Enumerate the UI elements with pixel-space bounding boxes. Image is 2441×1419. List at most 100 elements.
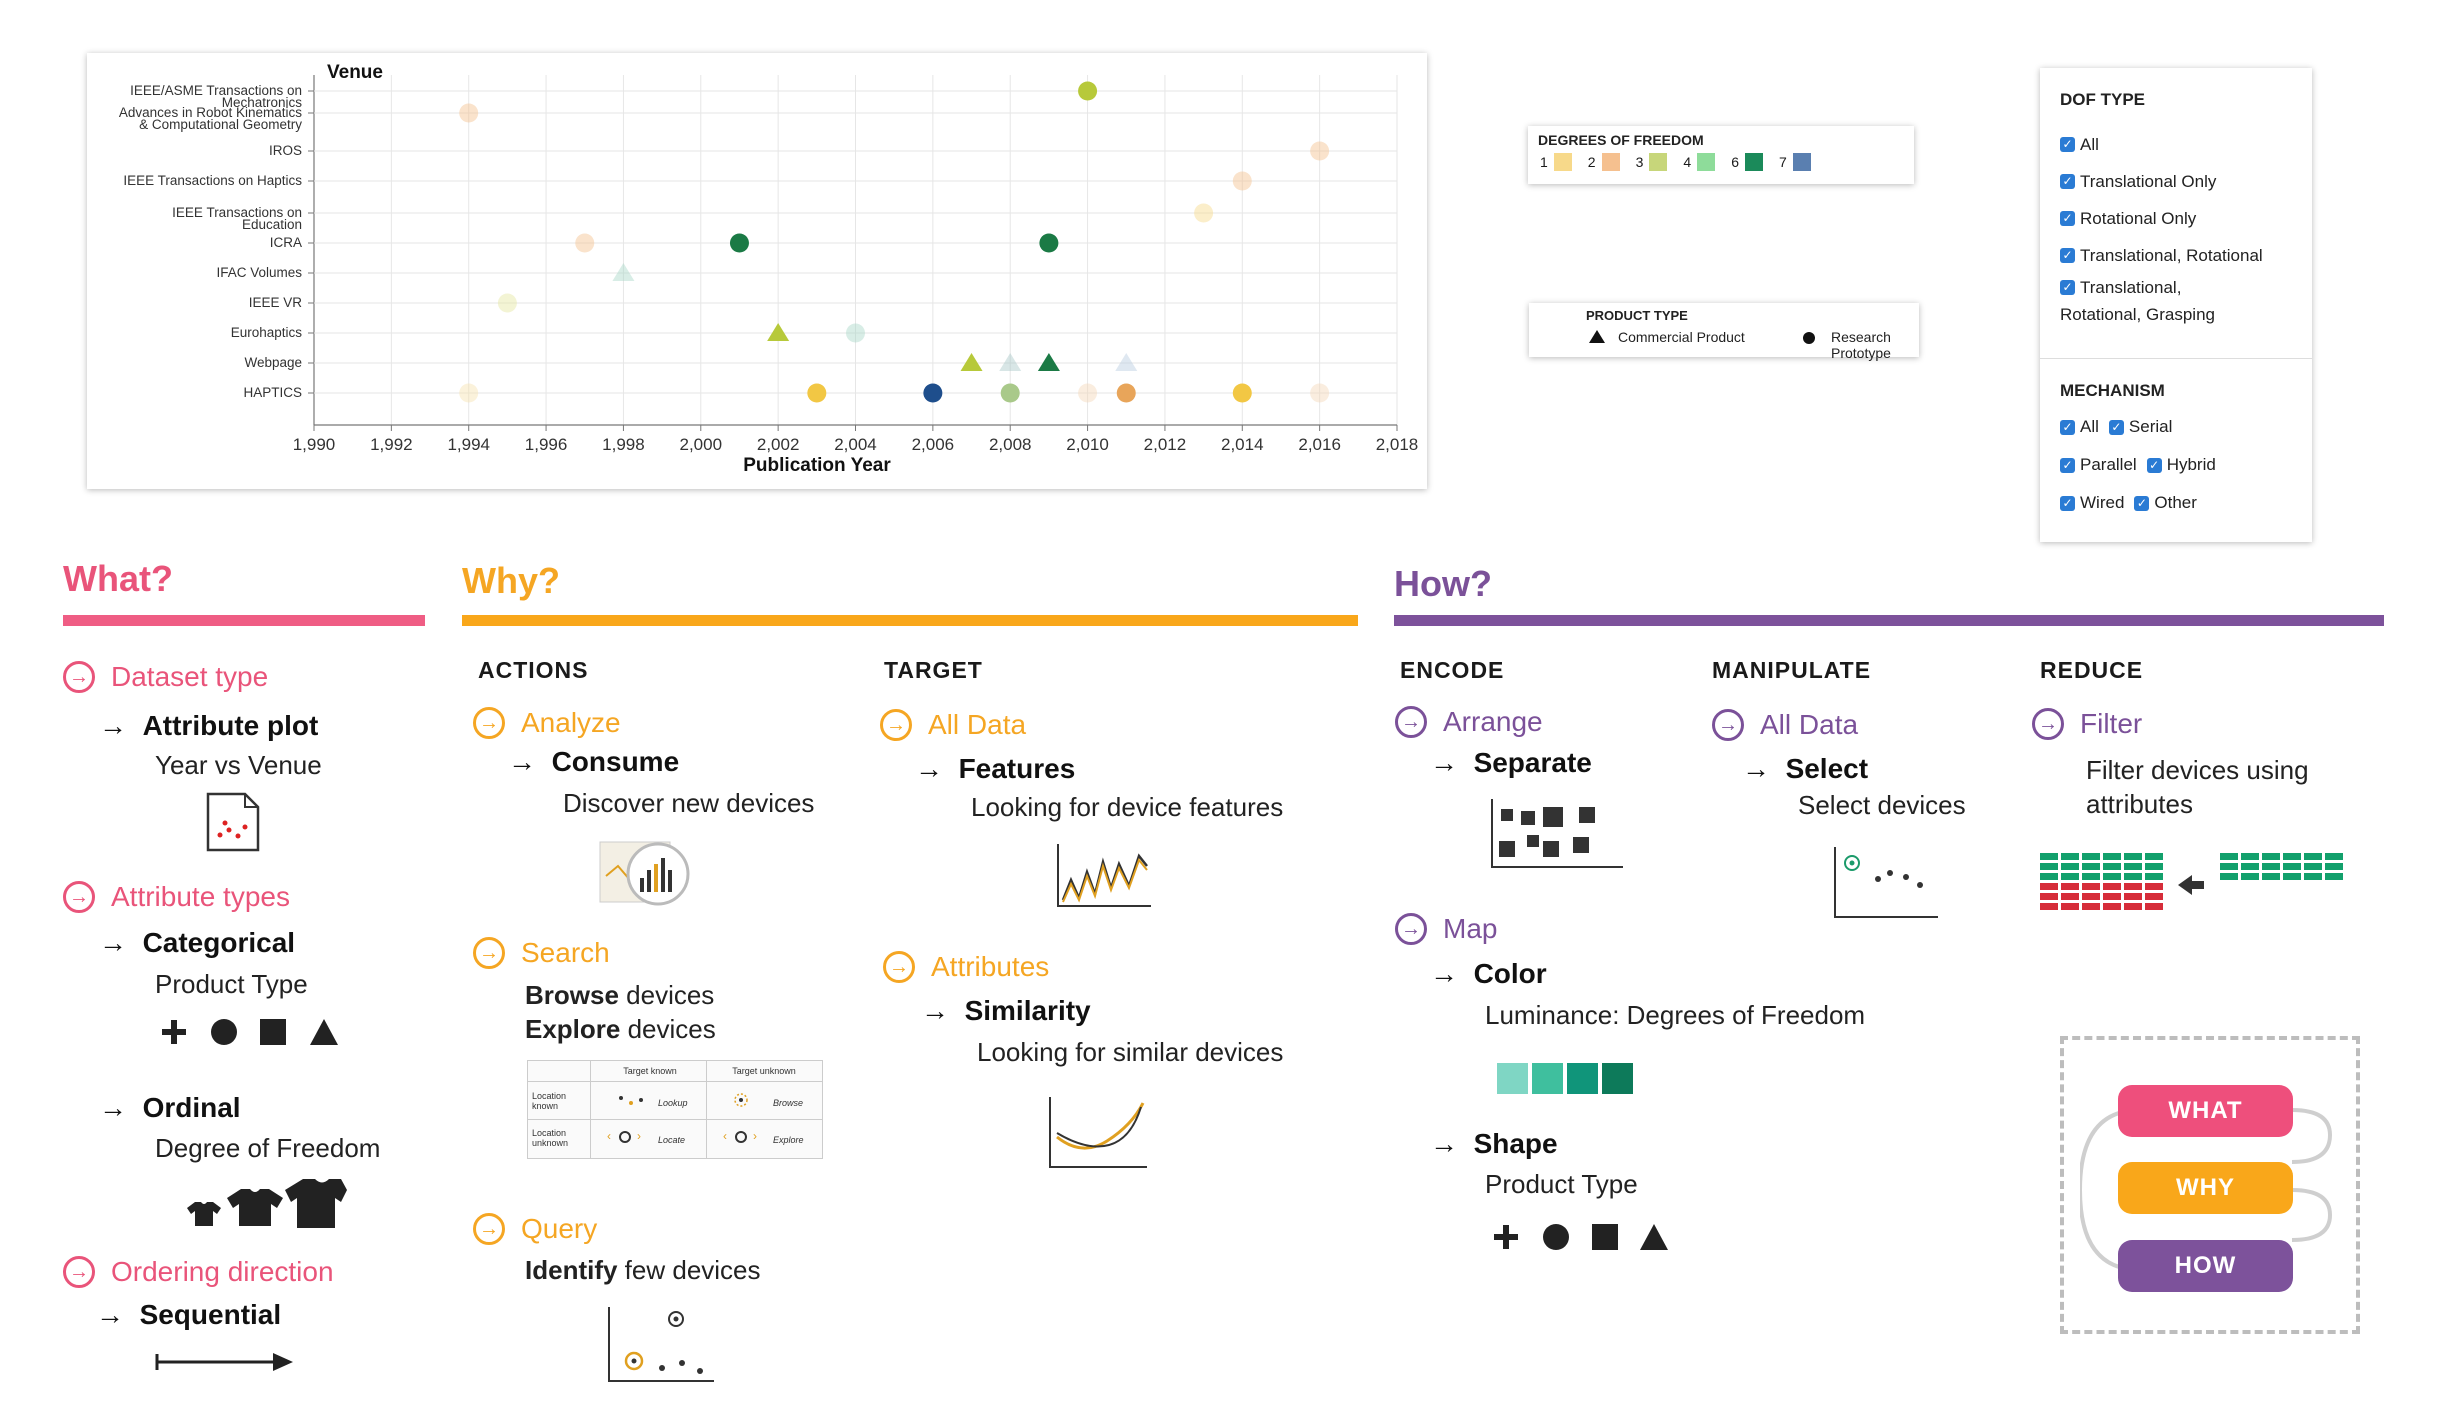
dof-checkbox-label: Translational, Rotational <box>2080 245 2263 265</box>
mechanism-checkbox-all[interactable]: ✓ All <box>2060 417 2099 437</box>
filter-before-grid <box>2040 853 2163 910</box>
luminance-swatch <box>1497 1063 1528 1094</box>
dof-checkbox-all[interactable]: ✓ All <box>2060 126 2263 163</box>
how-bar <box>1394 615 2384 626</box>
why-search: → Search <box>473 937 610 969</box>
chart-point[interactable] <box>1039 233 1059 253</box>
dof-legend-label: 1 <box>1540 154 1548 170</box>
dof-checkbox-translational-rotational[interactable]: ✓ Translational, Rotational <box>2060 237 2263 274</box>
sequential-arrow-icon <box>155 1353 293 1371</box>
dof-checkbox-label: Rotational, Grasping <box>2060 305 2215 324</box>
filter-cell <box>2040 883 2058 890</box>
filter-cell <box>2082 873 2100 880</box>
mechanism-checkbox-wired[interactable]: ✓ Wired <box>2060 493 2124 513</box>
attribute-plot-label: → Attribute plot <box>99 710 319 741</box>
target-header: TARGET <box>884 657 983 683</box>
filter-panel: DOF TYPE ✓ All ✓ Translational Only ✓ Rotat… <box>2040 68 2312 542</box>
filter-cell <box>2304 873 2322 880</box>
filter-divider <box>2040 358 2312 359</box>
product-legend-title: PRODUCT TYPE <box>1586 308 1688 323</box>
commercial-triangle-icon <box>1589 330 1605 343</box>
dof-legend-label: 2 <box>1587 154 1596 170</box>
checkbox-icon: ✓ <box>2060 280 2075 295</box>
chart-point[interactable] <box>729 233 749 253</box>
filter-cell <box>2145 883 2163 890</box>
filter-cell <box>2082 903 2100 910</box>
chart-point[interactable] <box>1078 81 1098 101</box>
consume-label: → Consume <box>508 746 680 777</box>
identify-bold: Identify <box>525 1255 618 1285</box>
arrow-circle-icon: → <box>1395 706 1427 738</box>
checkbox-icon: ✓ <box>2060 495 2075 511</box>
filter-desc-2: attributes <box>2086 789 2193 819</box>
attribute-types-label: Attribute types <box>111 881 290 912</box>
how-map: → Map <box>1395 913 1497 945</box>
chart-point[interactable] <box>575 233 595 253</box>
chart-point[interactable] <box>1232 171 1252 191</box>
chart-point[interactable] <box>1037 353 1060 371</box>
filter-desc-1: Filter devices using <box>2086 755 2309 785</box>
dof-checkbox-label: All <box>2080 134 2099 154</box>
chart-point[interactable] <box>923 383 943 403</box>
mechanism-checkbox-hybrid[interactable]: ✓ Hybrid <box>2146 455 2216 475</box>
mechanism-checkbox-other[interactable]: ✓ Other <box>2134 493 2197 513</box>
dof-checkbox-rotational-only[interactable]: ✓ Rotational Only <box>2060 200 2263 237</box>
x-tick-label: 2,010 <box>1066 435 1109 454</box>
filter-cell <box>2220 873 2238 880</box>
mechanism-checkbox-serial[interactable]: ✓ Serial <box>2108 417 2172 437</box>
filter-cell <box>2061 873 2079 880</box>
filter-cell <box>2103 863 2121 870</box>
chart-point[interactable] <box>612 263 635 281</box>
dof-checkbox-translational-rotational-grasping[interactable]: ✓ Translational, Rotational, Grasping <box>2060 274 2263 328</box>
filter-cell <box>2220 853 2238 860</box>
chart-point[interactable] <box>459 103 479 123</box>
chart-point[interactable] <box>807 383 827 403</box>
attribute-plot-text: Attribute plot <box>142 710 319 741</box>
chart-point[interactable] <box>1310 383 1330 403</box>
chart-point[interactable] <box>459 383 479 403</box>
checkbox-icon: ✓ <box>2060 419 2075 435</box>
chart-point[interactable] <box>999 353 1022 371</box>
dof-checkbox-label: Rotational Only <box>2080 208 2197 228</box>
venue-label: Eurohaptics <box>231 325 303 340</box>
filter-cell <box>2145 903 2163 910</box>
checkbox-icon: ✓ <box>2108 419 2124 435</box>
chart-point[interactable] <box>1232 383 1252 403</box>
chart-point[interactable] <box>1310 141 1330 161</box>
checkbox-icon: ✓ <box>2146 457 2162 473</box>
select-scatter-icon <box>1834 847 1938 918</box>
dof-checkbox-translational-only[interactable]: ✓ Translational Only <box>2060 163 2263 200</box>
chart-point[interactable] <box>1078 383 1098 403</box>
identify-devices-label: Identify few devices <box>525 1253 761 1287</box>
filter-cell <box>2124 883 2142 890</box>
mechanism-checkbox-parallel[interactable]: ✓ Parallel <box>2060 455 2137 475</box>
consume-text: Consume <box>551 746 680 777</box>
filter-cell <box>2304 863 2322 870</box>
search-table-grid <box>528 1081 822 1082</box>
chart-point[interactable] <box>1116 383 1136 403</box>
all-data-label: All Data <box>928 709 1027 740</box>
ordinal-text: Ordinal <box>142 1092 241 1123</box>
how-filter: → Filter <box>2032 708 2142 740</box>
filter-cell <box>2103 853 2121 860</box>
chart-point[interactable] <box>1000 383 1020 403</box>
dof-legend: DEGREES OF FREEDOM 1 2 3 4 6 7 <box>1528 126 1914 184</box>
dof-legend-item: 1 <box>1540 153 1572 171</box>
chart-point[interactable] <box>497 293 517 313</box>
filter-cell <box>2145 873 2163 880</box>
chart-point[interactable] <box>767 323 790 341</box>
luminance-swatch <box>1532 1063 1563 1094</box>
filter-cell <box>2283 853 2301 860</box>
chart-point[interactable] <box>960 353 983 371</box>
chart-point[interactable] <box>1194 203 1214 223</box>
chart-point[interactable] <box>846 323 865 343</box>
checkbox-icon: ✓ <box>2060 457 2075 473</box>
chart-point[interactable] <box>1115 353 1138 371</box>
search-table-col2: Target unknown <box>732 1066 796 1076</box>
arrange-label: Arrange <box>1443 706 1543 737</box>
filter-cell <box>2241 863 2259 870</box>
mechanism-checkbox-label: Parallel <box>2080 455 2137 474</box>
venue-label: Advances in Robot Kinematics & Computatio… <box>119 105 302 132</box>
filter-cell <box>2103 903 2121 910</box>
mechanism-checkbox-label: Wired <box>2080 493 2125 512</box>
